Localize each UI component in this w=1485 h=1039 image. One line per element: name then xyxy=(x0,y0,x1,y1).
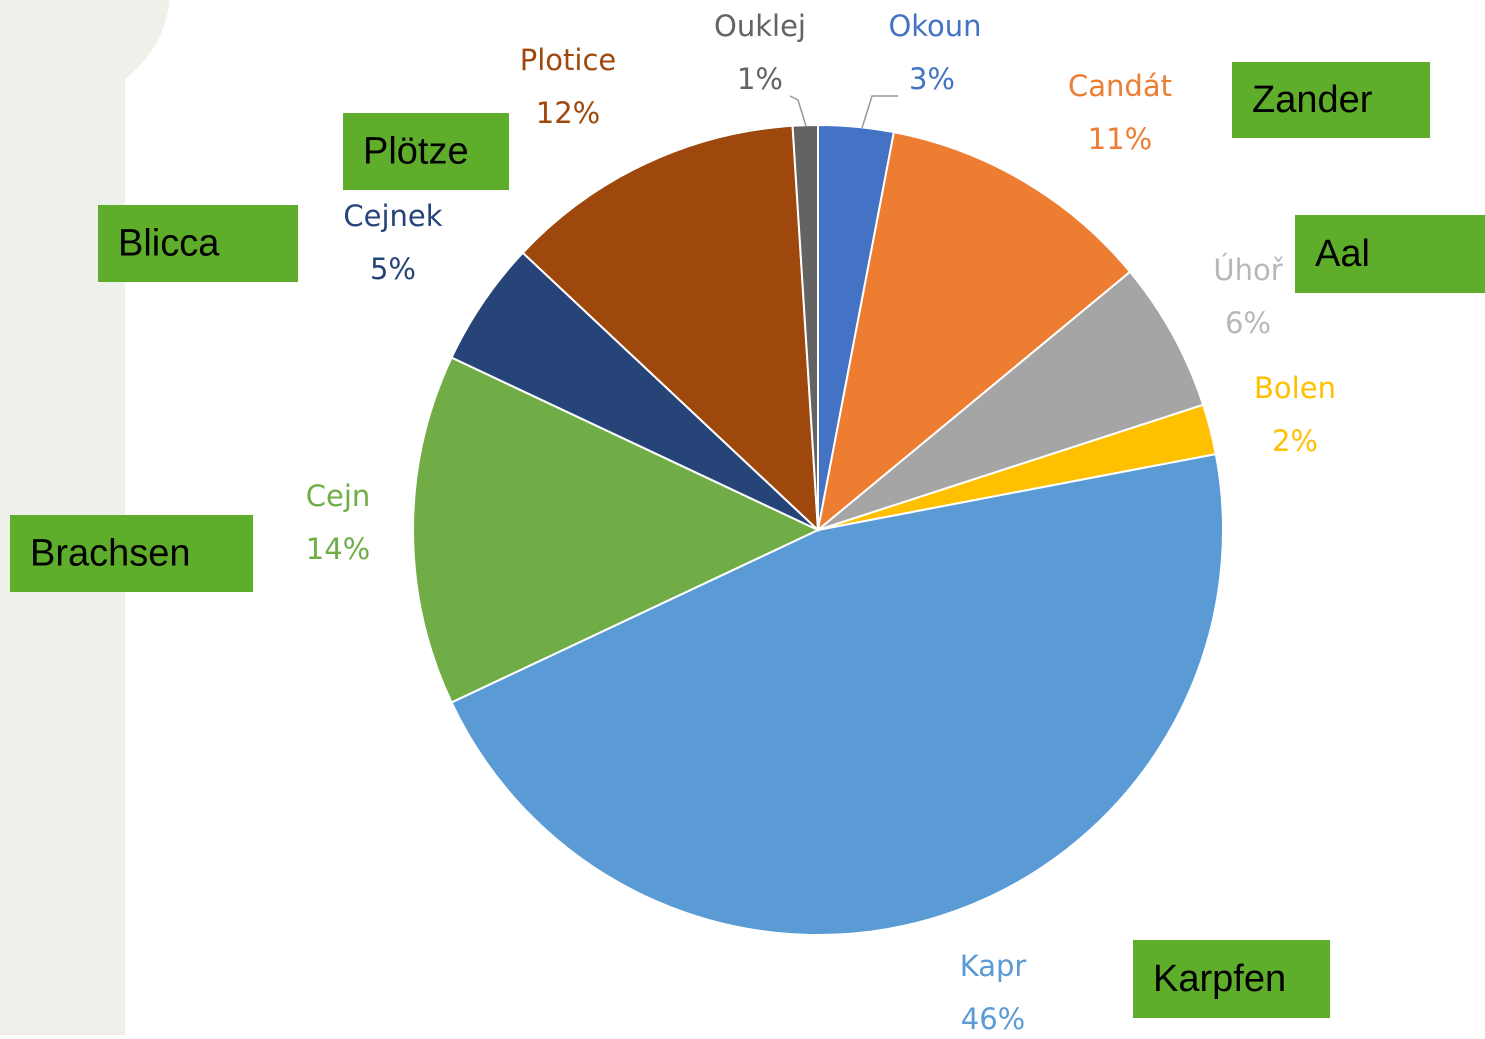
slice xyxy=(450,452,1224,936)
label-value: 5% xyxy=(370,252,416,286)
annotation-box xyxy=(1133,940,1330,1018)
annotation-text: Blicca xyxy=(118,223,220,265)
slice xyxy=(817,270,1205,531)
label-value: 46% xyxy=(961,1002,1025,1035)
annotation-box xyxy=(1295,215,1485,293)
pie xyxy=(411,123,1224,936)
leader-line xyxy=(861,95,898,129)
annotation-text: Plötze xyxy=(363,131,469,173)
label-value: 14% xyxy=(306,532,370,566)
label-name: Bolen xyxy=(1254,371,1336,405)
label-name: Kapr xyxy=(960,949,1027,983)
label-value: 6% xyxy=(1225,306,1271,340)
annotation-text: Karpfen xyxy=(1153,958,1286,1000)
background-circle xyxy=(0,0,170,100)
label-name: Cejnek xyxy=(343,199,442,233)
label-name: Úhoř xyxy=(1213,253,1283,287)
label-name: Candát xyxy=(1068,69,1172,103)
label-value: 3% xyxy=(909,62,955,96)
leader-line xyxy=(789,95,807,127)
slice xyxy=(521,124,820,533)
label-name: Ouklej xyxy=(714,9,806,43)
label-name: Cejn xyxy=(306,479,371,513)
label-value: 11% xyxy=(1088,122,1152,156)
annotation-box xyxy=(98,205,298,282)
data-labels: Okoun 3% Candát 11% Úhoř 6% Bolen 2% Kapr 46% Cejn… xyxy=(306,9,1336,1036)
annotation-text: Aal xyxy=(1315,233,1370,275)
slice xyxy=(816,131,1132,533)
annotation-box xyxy=(10,515,253,592)
label-name: Plotice xyxy=(520,43,617,77)
annotation-box xyxy=(343,113,509,190)
annotation-box xyxy=(1232,62,1430,138)
label-value: 1% xyxy=(737,62,783,96)
label-value: 12% xyxy=(536,96,600,130)
label-value: 2% xyxy=(1272,424,1318,458)
annotations: Zander Aal Plötze Blicca Brachsen Karpfen xyxy=(10,62,1485,1018)
slice xyxy=(411,356,821,704)
annotation-text: Zander xyxy=(1252,79,1373,121)
label-name: Okoun xyxy=(888,9,981,43)
annotation-text: Brachsen xyxy=(30,533,191,575)
